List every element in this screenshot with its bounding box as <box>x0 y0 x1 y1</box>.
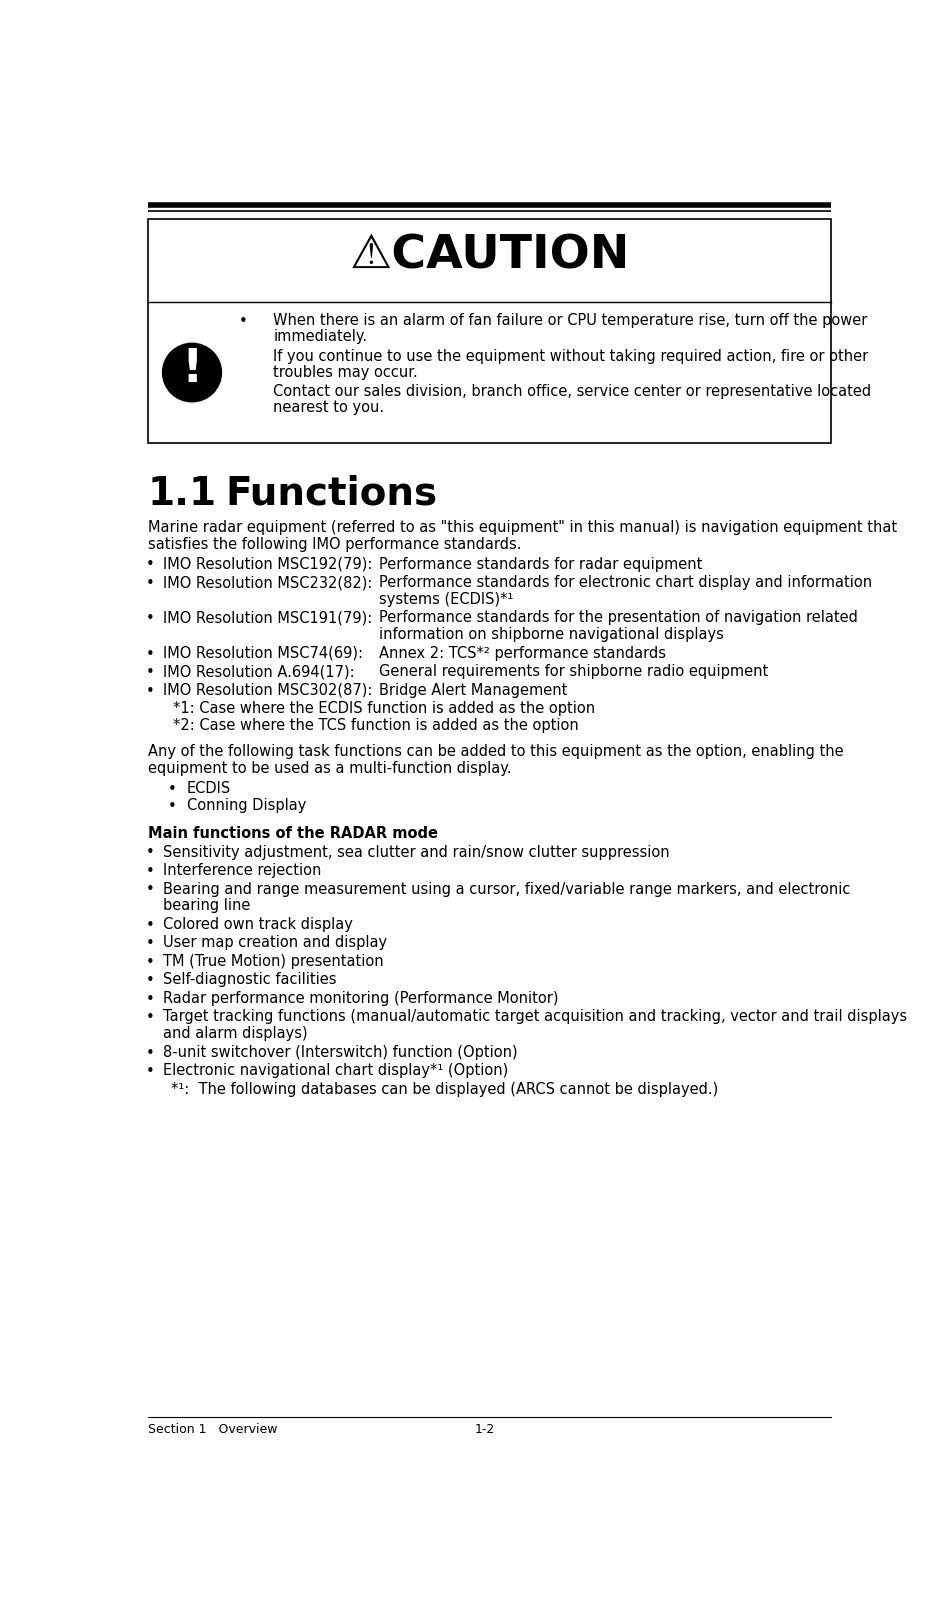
Text: IMO Resolution MSC232(82):: IMO Resolution MSC232(82): <box>163 575 373 590</box>
Text: Sensitivity adjustment, sea clutter and rain/snow clutter suppression: Sensitivity adjustment, sea clutter and … <box>163 845 670 860</box>
Text: •: • <box>146 1010 154 1025</box>
Text: •: • <box>168 782 177 797</box>
Text: Interference rejection: Interference rejection <box>163 863 322 877</box>
Text: •: • <box>146 1046 154 1060</box>
Text: Target tracking functions (manual/automatic target acquisition and tracking, vec: Target tracking functions (manual/automa… <box>163 1010 907 1025</box>
Text: IMO Resolution A.694(17):: IMO Resolution A.694(17): <box>163 664 355 679</box>
Text: General requirements for shipborne radio equipment: General requirements for shipborne radio… <box>379 664 768 679</box>
Text: 1-2: 1-2 <box>474 1422 495 1437</box>
Text: *¹:  The following databases can be displayed (ARCS cannot be displayed.): *¹: The following databases can be displ… <box>171 1081 719 1097</box>
Text: Performance standards for electronic chart display and information: Performance standards for electronic cha… <box>379 575 872 590</box>
Text: and alarm displays): and alarm displays) <box>163 1026 308 1041</box>
Text: Electronic navigational chart display*¹ (Option): Electronic navigational chart display*¹ … <box>163 1063 509 1078</box>
Text: •: • <box>146 558 154 572</box>
Text: TM (True Motion) presentation: TM (True Motion) presentation <box>163 953 384 970</box>
Text: systems (ECDIS)*¹: systems (ECDIS)*¹ <box>379 591 513 608</box>
Text: •: • <box>168 800 177 814</box>
Text: information on shipborne navigational displays: information on shipborne navigational di… <box>379 627 724 643</box>
Text: Radar performance monitoring (Performance Monitor): Radar performance monitoring (Performanc… <box>163 991 559 1005</box>
Text: Self-diagnostic facilities: Self-diagnostic facilities <box>163 973 337 987</box>
Circle shape <box>163 343 222 402</box>
Text: •: • <box>146 575 154 591</box>
Text: Bridge Alert Management: Bridge Alert Management <box>379 684 567 698</box>
Text: Any of the following task functions can be added to this equipment as the option: Any of the following task functions can … <box>148 745 844 760</box>
Text: Functions: Functions <box>225 475 438 512</box>
Text: Conning Display: Conning Display <box>187 798 306 813</box>
Text: •: • <box>146 865 154 879</box>
Text: Bearing and range measurement using a cursor, fixed/variable range markers, and : Bearing and range measurement using a cu… <box>163 882 850 897</box>
Text: equipment to be used as a multi-function display.: equipment to be used as a multi-function… <box>148 761 511 776</box>
Text: satisfies the following IMO performance standards.: satisfies the following IMO performance … <box>148 537 522 551</box>
Text: troubles may occur.: troubles may occur. <box>274 365 419 380</box>
Text: IMO Resolution MSC302(87):: IMO Resolution MSC302(87): <box>163 684 373 698</box>
Text: Contact our sales division, branch office, service center or representative loca: Contact our sales division, branch offic… <box>274 385 871 399</box>
Text: •: • <box>146 992 154 1007</box>
Text: •: • <box>146 646 154 661</box>
Text: Section 1   Overview: Section 1 Overview <box>148 1422 277 1437</box>
Text: •: • <box>146 882 154 897</box>
Text: •: • <box>146 684 154 698</box>
Text: Performance standards for the presentation of navigation related: Performance standards for the presentati… <box>379 611 858 625</box>
Text: *2: Case where the TCS function is added as the option: *2: Case where the TCS function is added… <box>172 718 579 734</box>
Text: When there is an alarm of fan failure or CPU temperature rise, turn off the powe: When there is an alarm of fan failure or… <box>274 314 867 328</box>
Text: IMO Resolution MSC192(79):: IMO Resolution MSC192(79): <box>163 556 373 572</box>
Text: Annex 2: TCS*² performance standards: Annex 2: TCS*² performance standards <box>379 646 666 661</box>
Text: !: ! <box>181 347 203 393</box>
Text: •: • <box>146 955 154 970</box>
Text: Marine radar equipment (referred to as "this equipment" in this manual) is navig: Marine radar equipment (referred to as "… <box>148 520 897 535</box>
Text: IMO Resolution MSC74(69):: IMO Resolution MSC74(69): <box>163 646 364 661</box>
Text: •: • <box>146 918 154 932</box>
FancyBboxPatch shape <box>148 220 831 443</box>
Text: Colored own track display: Colored own track display <box>163 916 353 932</box>
Text: IMO Resolution MSC191(79):: IMO Resolution MSC191(79): <box>163 611 372 625</box>
Text: Main functions of the RADAR mode: Main functions of the RADAR mode <box>148 826 438 840</box>
Text: •: • <box>146 936 154 952</box>
Text: •: • <box>146 666 154 680</box>
Text: •: • <box>146 611 154 627</box>
Text: •: • <box>146 845 154 860</box>
Text: •: • <box>146 973 154 987</box>
Text: •: • <box>146 1063 154 1079</box>
Text: User map creation and display: User map creation and display <box>163 936 387 950</box>
Text: immediately.: immediately. <box>274 330 367 344</box>
Text: ⚠CAUTION: ⚠CAUTION <box>349 233 630 278</box>
Text: 1.1: 1.1 <box>148 475 217 512</box>
Text: 8-unit switchover (Interswitch) function (Option): 8-unit switchover (Interswitch) function… <box>163 1046 518 1060</box>
Text: Performance standards for radar equipment: Performance standards for radar equipmen… <box>379 556 702 572</box>
Text: If you continue to use the equipment without taking required action, fire or oth: If you continue to use the equipment wit… <box>274 349 868 364</box>
Text: nearest to you.: nearest to you. <box>274 401 384 415</box>
Text: *1: Case where the ECDIS function is added as the option: *1: Case where the ECDIS function is add… <box>172 701 595 716</box>
Text: bearing line: bearing line <box>163 898 251 913</box>
Text: ECDIS: ECDIS <box>187 782 231 797</box>
Text: •: • <box>239 314 247 330</box>
